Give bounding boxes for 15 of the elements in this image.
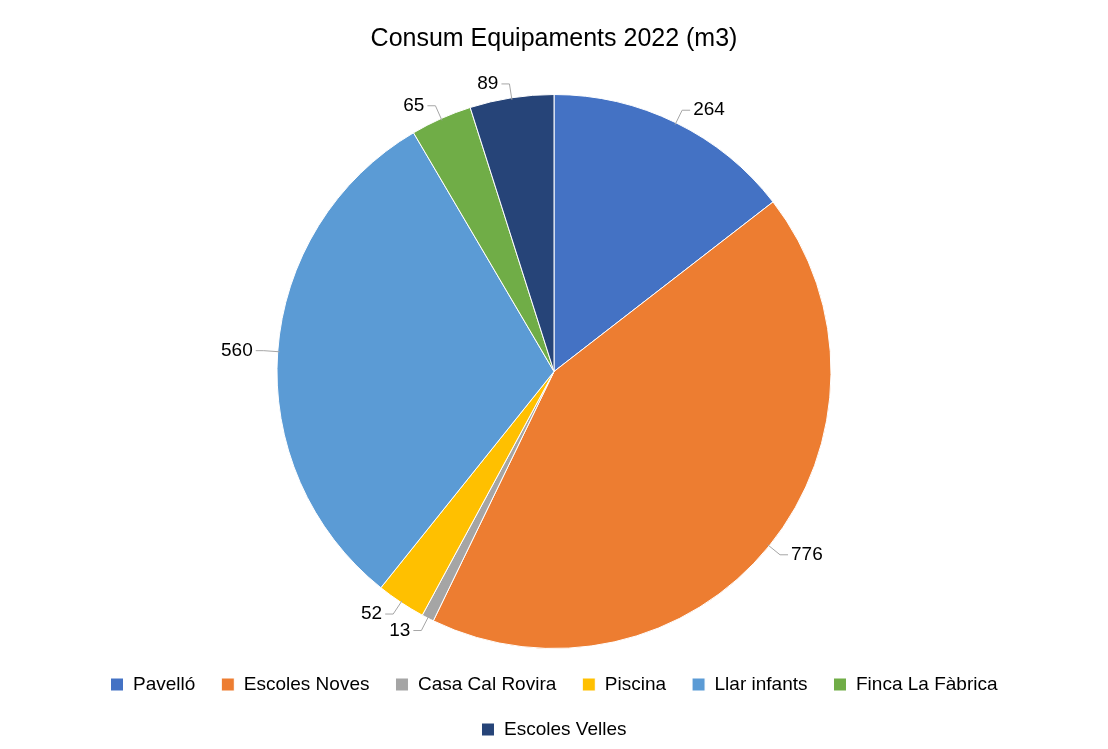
data-label: 89 (477, 72, 499, 94)
data-label: 52 (361, 602, 383, 624)
legend-label: Escoles Velles (504, 717, 627, 739)
chart-title: Consum Equipaments 2022 (m3) (370, 22, 738, 51)
data-label: 264 (693, 98, 726, 120)
data-label: 65 (403, 93, 425, 115)
legend-label: Piscina (604, 672, 667, 694)
data-label: 13 (389, 618, 411, 640)
legend-label: Escoles Noves (243, 672, 370, 694)
legend-label: Casa Cal Rovira (417, 672, 557, 694)
legend-label: Pavelló (133, 672, 196, 694)
data-label: 560 (221, 338, 253, 360)
legend-label: Finca La Fàbrica (855, 672, 998, 694)
legend-label: Llar infants (714, 672, 808, 694)
data-label: 776 (791, 543, 823, 565)
